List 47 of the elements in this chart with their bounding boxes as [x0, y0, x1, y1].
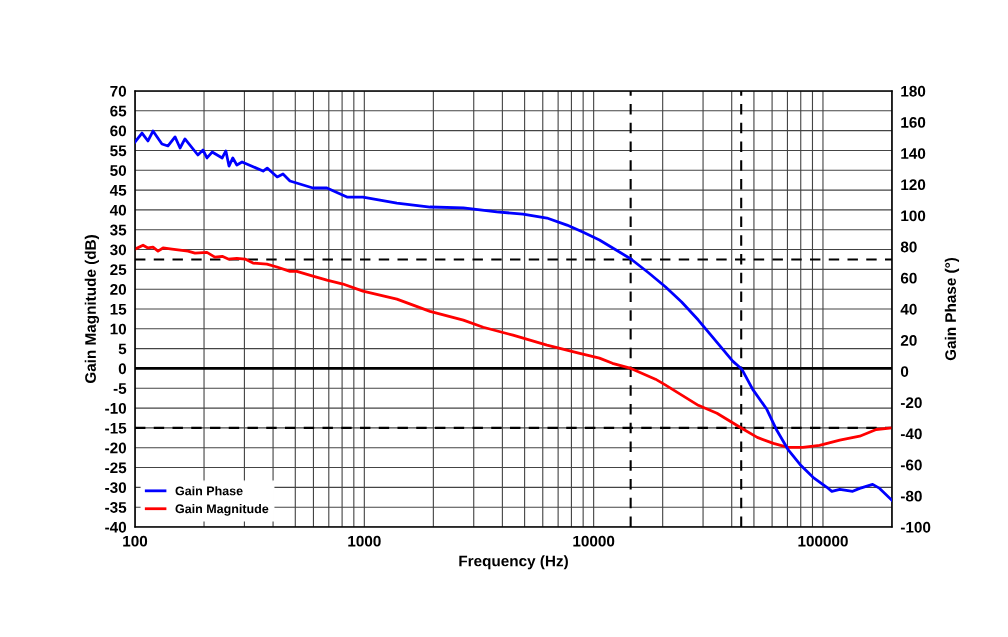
y-tick-label: -20 — [105, 442, 127, 454]
y2-tick-label: 60 — [900, 272, 917, 284]
y-tick-label: 35 — [110, 224, 127, 236]
x-tick-label: 1000 — [348, 535, 381, 547]
y2-tick-label: 140 — [901, 148, 926, 159]
x-axis-title: Frequency (Hz) — [459, 555, 568, 570]
y-tick-label: 70 — [110, 85, 127, 97]
y2-tick-label: 0 — [900, 366, 909, 377]
y-tick-label: -10 — [105, 402, 127, 414]
y-tick-label: 45 — [109, 185, 127, 196]
y-tick-label: 0 — [118, 363, 127, 375]
y-tick-label: -5 — [113, 383, 127, 394]
y-axis-title: Gain Magnitude (dB) — [84, 235, 100, 384]
y2-tick-label: -20 — [900, 397, 922, 409]
y2-tick-label: 120 — [901, 179, 926, 191]
y-tick-label: 60 — [110, 125, 127, 137]
y2-tick-label: 160 — [901, 117, 926, 128]
x-tick-label: 100 — [123, 535, 148, 547]
y-tick-label: 20 — [110, 284, 127, 295]
y2-tick-label: 180 — [901, 85, 926, 97]
y2-tick-label: -80 — [900, 490, 922, 502]
y-tick-label: -40 — [105, 521, 127, 533]
y-tick-label: 30 — [110, 244, 127, 256]
x-tick-label: 100000 — [798, 535, 848, 547]
y-tick-label: 40 — [109, 204, 127, 216]
y-tick-label: -35 — [105, 502, 127, 513]
y2-tick-label: 20 — [900, 335, 917, 346]
y2-tick-label: -100 — [900, 521, 931, 533]
y-tick-label: -15 — [105, 422, 127, 434]
y-tick-label: 55 — [110, 145, 127, 157]
y-tick-label: 50 — [110, 165, 127, 176]
y2-axis-title: Gain Phase (°) — [944, 257, 960, 361]
y-tick-label: -25 — [105, 462, 127, 474]
legend-label: Gain Magnitude — [175, 504, 269, 516]
y2-tick-label: 100 — [901, 210, 926, 222]
y-tick-label: 15 — [110, 304, 127, 315]
y-tick-label: 65 — [110, 105, 127, 117]
y2-tick-label: -40 — [900, 428, 922, 440]
legend-label: Gain Phase — [175, 486, 243, 496]
y-tick-label: 10 — [110, 323, 127, 335]
y2-tick-label: 40 — [900, 303, 917, 315]
y2-tick-label: -60 — [900, 459, 922, 471]
y2-tick-label: 80 — [900, 241, 917, 253]
x-tick-label: 10000 — [573, 535, 615, 547]
y-tick-label: -30 — [105, 482, 127, 494]
y-tick-label: 25 — [110, 264, 127, 276]
y-tick-label: 5 — [118, 343, 127, 355]
